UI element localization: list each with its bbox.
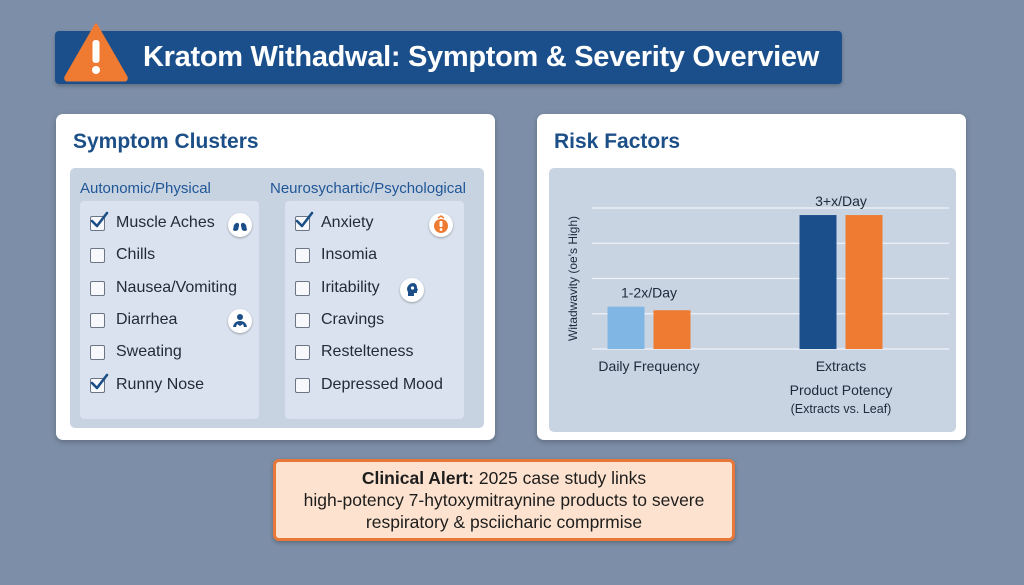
neuropsych-column-header: Neurosychartic/Psychological [270,180,466,197]
symptom-item-nausea[interactable]: Nausea/Vomiting [90,276,237,300]
checkbox[interactable] [295,312,310,328]
bar-group-label: 1-2x/Day [621,285,677,301]
x-axis-label: Product Potency [790,382,893,398]
risk-factors-heading: Risk Factors [554,130,681,153]
symptom-item-sweating[interactable]: Sweating [90,340,182,364]
autonomic-column: Muscle Aches Chills Nausea/Vomiting Diar… [80,201,259,419]
checkbox[interactable] [90,373,109,393]
symptom-label: Restelteness [321,343,414,360]
symptom-label: Insomia [321,246,378,263]
symptom-clusters-panel: Symptom Clusters Autonomic/Physical Musc… [56,114,495,440]
lungs-icon [228,213,252,237]
risk-chart-svg: Witadwavity (oe's High) 1-2x/Day Daily Fre… [566,193,949,416]
y-axis-label: Witadwavity (oe's High) [566,216,580,341]
alert-title: Clinical Alert: [361,468,474,488]
checkmark-icon [90,373,109,389]
alert-text-1: 2025 case study links [478,468,647,488]
bar-group-label: 3+x/Day [815,193,867,209]
symptom-clusters-box: Autonomic/Physical Muscle Aches Chills N… [70,168,484,428]
alert-text-3: respiratory & psciicharic comprmise [365,512,643,532]
symptom-item-chills[interactable]: Chills [90,243,155,267]
neuropsych-column: Anxiety Insomia Iritability Cravings Res… [285,201,464,419]
symptom-label: Depressed Mood [321,376,443,393]
symptom-label: Diarrhea [116,311,178,328]
symptom-label: Cravings [321,311,385,328]
symptom-item-iritability[interactable]: Iritability [295,276,380,300]
checkbox[interactable] [295,247,310,263]
autonomic-column-header: Autonomic/Physical [80,180,211,197]
symptom-item-diarrhea[interactable]: Diarrhea [90,308,177,332]
checkmark-icon [295,211,314,227]
title-banner: Kratom Withadwal: Symptom & Severity Ove… [55,23,842,84]
symptom-label: Chills [116,246,156,263]
person-icon [228,309,252,333]
checkbox[interactable] [90,312,105,328]
x-axis-sublabel: (Extracts vs. Leaf) [791,402,892,416]
bar-daily-frequency-1 [607,306,645,349]
checkbox[interactable] [90,344,105,360]
warning-triangle-icon [64,23,128,82]
symptom-item-insomia[interactable]: Insomia [295,243,377,267]
page-title: Kratom Withadwal: Symptom & Severity Ove… [143,41,819,73]
symptom-label: Iritability [321,279,380,296]
anxiety-icon [429,213,453,237]
symptom-item-anxiety[interactable]: Anxiety [295,211,373,235]
symptom-label: Muscle Aches [116,214,215,231]
symptom-item-depressed-mood[interactable]: Depressed Mood [295,373,443,397]
alert-line-1: Clinical Alert: 2025 case study links [362,467,646,489]
x-category-label: Daily Frequency [598,358,699,374]
checkbox[interactable] [295,344,310,360]
checkbox[interactable] [295,377,310,393]
clinical-alert: Clinical Alert: 2025 case study links hi… [273,459,735,541]
symptom-item-restelteness[interactable]: Restelteness [295,340,414,364]
checkmark-icon [90,211,109,227]
checkbox[interactable] [295,211,314,231]
symptom-item-muscle-aches[interactable]: Muscle Aches [90,211,215,235]
risk-chart: Witadwavity (oe's High) 1-2x/Day Daily Fre… [549,168,956,432]
symptom-label: Sweating [116,343,182,360]
head-icon [400,278,424,302]
bar-extracts-1 [799,215,837,349]
symptom-label: Anxiety [321,214,374,231]
checkbox[interactable] [90,247,105,263]
checkbox[interactable] [90,280,105,296]
alert-text-2: high-potency 7-hytoxymitraynine products… [303,490,705,510]
bar-daily-frequency-2 [653,310,691,349]
risk-factors-panel: Risk Factors Witadwavity (oe's High) 1-2x… [537,114,966,440]
symptom-clusters-heading: Symptom Clusters [73,130,259,153]
checkbox[interactable] [90,211,109,231]
symptom-label: Runny Nose [116,376,205,393]
symptom-item-runny-nose[interactable]: Runny Nose [90,373,204,397]
bar-extracts-2 [845,215,883,349]
symptom-item-cravings[interactable]: Cravings [295,308,384,332]
x-category-label: Extracts [816,358,867,374]
checkbox[interactable] [295,280,310,296]
symptom-label: Nausea/Vomiting [116,279,237,296]
